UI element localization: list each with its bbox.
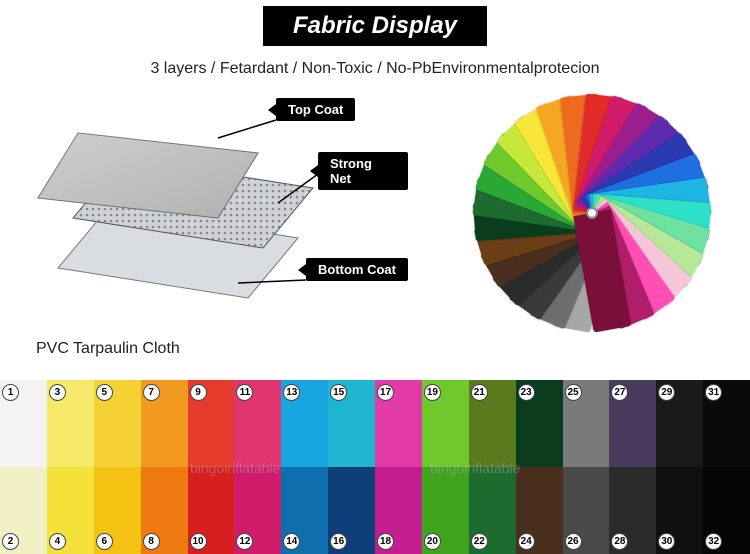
swatch-number: 8	[143, 533, 160, 550]
swatch-bottom: 20	[422, 467, 469, 554]
swatch-number: 3	[49, 384, 66, 401]
layers-illustration	[18, 98, 338, 328]
swatch-number: 2	[2, 533, 19, 550]
subtitle: 3 layers / Fetardant / Non-Toxic / No-Pb…	[0, 60, 750, 78]
title-banner-wrap: Fabric Display	[0, 0, 750, 46]
swatch-top: 7	[141, 380, 188, 467]
swatch-number: 15	[330, 384, 347, 401]
swatch-number: 18	[377, 533, 394, 550]
swatch-number: 22	[471, 533, 488, 550]
swatch-bottom: 8	[141, 467, 188, 554]
swatch-number: 23	[518, 384, 535, 401]
swatch-number: 26	[565, 533, 582, 550]
swatch-number: 5	[96, 384, 113, 401]
swatch-column: 1718	[375, 380, 422, 554]
swatch-number: 21	[471, 384, 488, 401]
swatch-bottom: 2	[0, 467, 47, 554]
swatch-number: 31	[705, 384, 722, 401]
swatch-column: 27 28	[609, 380, 656, 554]
swatch-bottom: 16	[328, 467, 375, 554]
swatch-strip: bingoinflatable bingoinflatable 12345678…	[0, 380, 750, 554]
swatch-column: 34	[47, 380, 94, 554]
swatch-number: 11	[236, 384, 253, 401]
swatch-bottom: 28	[609, 467, 656, 554]
swatch-number: 32	[705, 533, 722, 550]
fabric-layers-diagram: Top Coat Strong Net Bottom Coat PVC Tarp…	[28, 88, 408, 358]
swatch-bottom: 10	[188, 467, 235, 554]
swatch-top: 5	[94, 380, 141, 467]
mid-row: Top Coat Strong Net Bottom Coat PVC Tarp…	[0, 88, 750, 358]
swatch-number: 9	[190, 384, 207, 401]
swatch-top: 19	[422, 380, 469, 467]
swatch-bottom: 26	[563, 467, 610, 554]
swatch-column: 1516	[328, 380, 375, 554]
title-banner: Fabric Display	[263, 6, 487, 46]
swatch-column: 13 14	[281, 380, 328, 554]
swatch-top: 27	[609, 380, 656, 467]
swatch-number: 27	[611, 384, 628, 401]
swatch-top: 25	[563, 380, 610, 467]
swatch-bottom: 6	[94, 467, 141, 554]
swatch-bottom: 4	[47, 467, 94, 554]
swatch-column: 29 30	[656, 380, 703, 554]
swatch-column: 1920	[422, 380, 469, 554]
label-bottom-coat: Bottom Coat	[306, 258, 408, 281]
swatch-top: 9	[188, 380, 235, 467]
swatch-column: 25 26	[563, 380, 610, 554]
swatch-bottom: 18	[375, 467, 422, 554]
swatch-number: 4	[49, 533, 66, 550]
swatch-number: 19	[424, 384, 441, 401]
swatch-top: 15	[328, 380, 375, 467]
swatch-number: 6	[96, 533, 113, 550]
swatch-top: 23	[516, 380, 563, 467]
swatch-number: 1	[2, 384, 19, 401]
swatch-number: 30	[658, 533, 675, 550]
swatch-bottom: 32	[703, 467, 750, 554]
swatch-number: 20	[424, 533, 441, 550]
swatch-number: 7	[143, 384, 160, 401]
swatch-column: 78	[141, 380, 188, 554]
swatch-column: 12	[0, 380, 47, 554]
swatch-top: 21	[469, 380, 516, 467]
swatch-top: 31	[703, 380, 750, 467]
swatch-number: 12	[236, 533, 253, 550]
swatch-number: 13	[283, 384, 300, 401]
swatch-top: 13	[281, 380, 328, 467]
swatch-top: 29	[656, 380, 703, 467]
swatch-number: 29	[658, 384, 675, 401]
swatch-column: 31 32	[703, 380, 750, 554]
swatch-top: 3	[47, 380, 94, 467]
swatch-column: 11 12	[234, 380, 281, 554]
swatch-bottom: 30	[656, 467, 703, 554]
swatch-column: 23 24	[516, 380, 563, 554]
swatch-number: 17	[377, 384, 394, 401]
swatch-number: 10	[190, 533, 207, 550]
swatch-number: 16	[330, 533, 347, 550]
color-fan	[462, 88, 722, 338]
swatch-bottom: 14	[281, 467, 328, 554]
swatch-column: 56	[94, 380, 141, 554]
swatch-column: 21 22	[469, 380, 516, 554]
swatch-number: 14	[283, 533, 300, 550]
swatch-top: 17	[375, 380, 422, 467]
swatch-bottom: 24	[516, 467, 563, 554]
swatch-number: 24	[518, 533, 535, 550]
swatch-top: 11	[234, 380, 281, 467]
swatch-number: 28	[611, 533, 628, 550]
pvc-caption: PVC Tarpaulin Cloth	[36, 340, 180, 358]
label-top-coat: Top Coat	[276, 98, 355, 121]
swatch-number: 25	[565, 384, 582, 401]
swatch-column: 9 10	[188, 380, 235, 554]
swatch-top: 1	[0, 380, 47, 467]
fan-pin-icon	[586, 207, 598, 219]
swatch-bottom: 22	[469, 467, 516, 554]
label-strong-net: Strong Net	[318, 152, 408, 190]
swatch-bottom: 12	[234, 467, 281, 554]
